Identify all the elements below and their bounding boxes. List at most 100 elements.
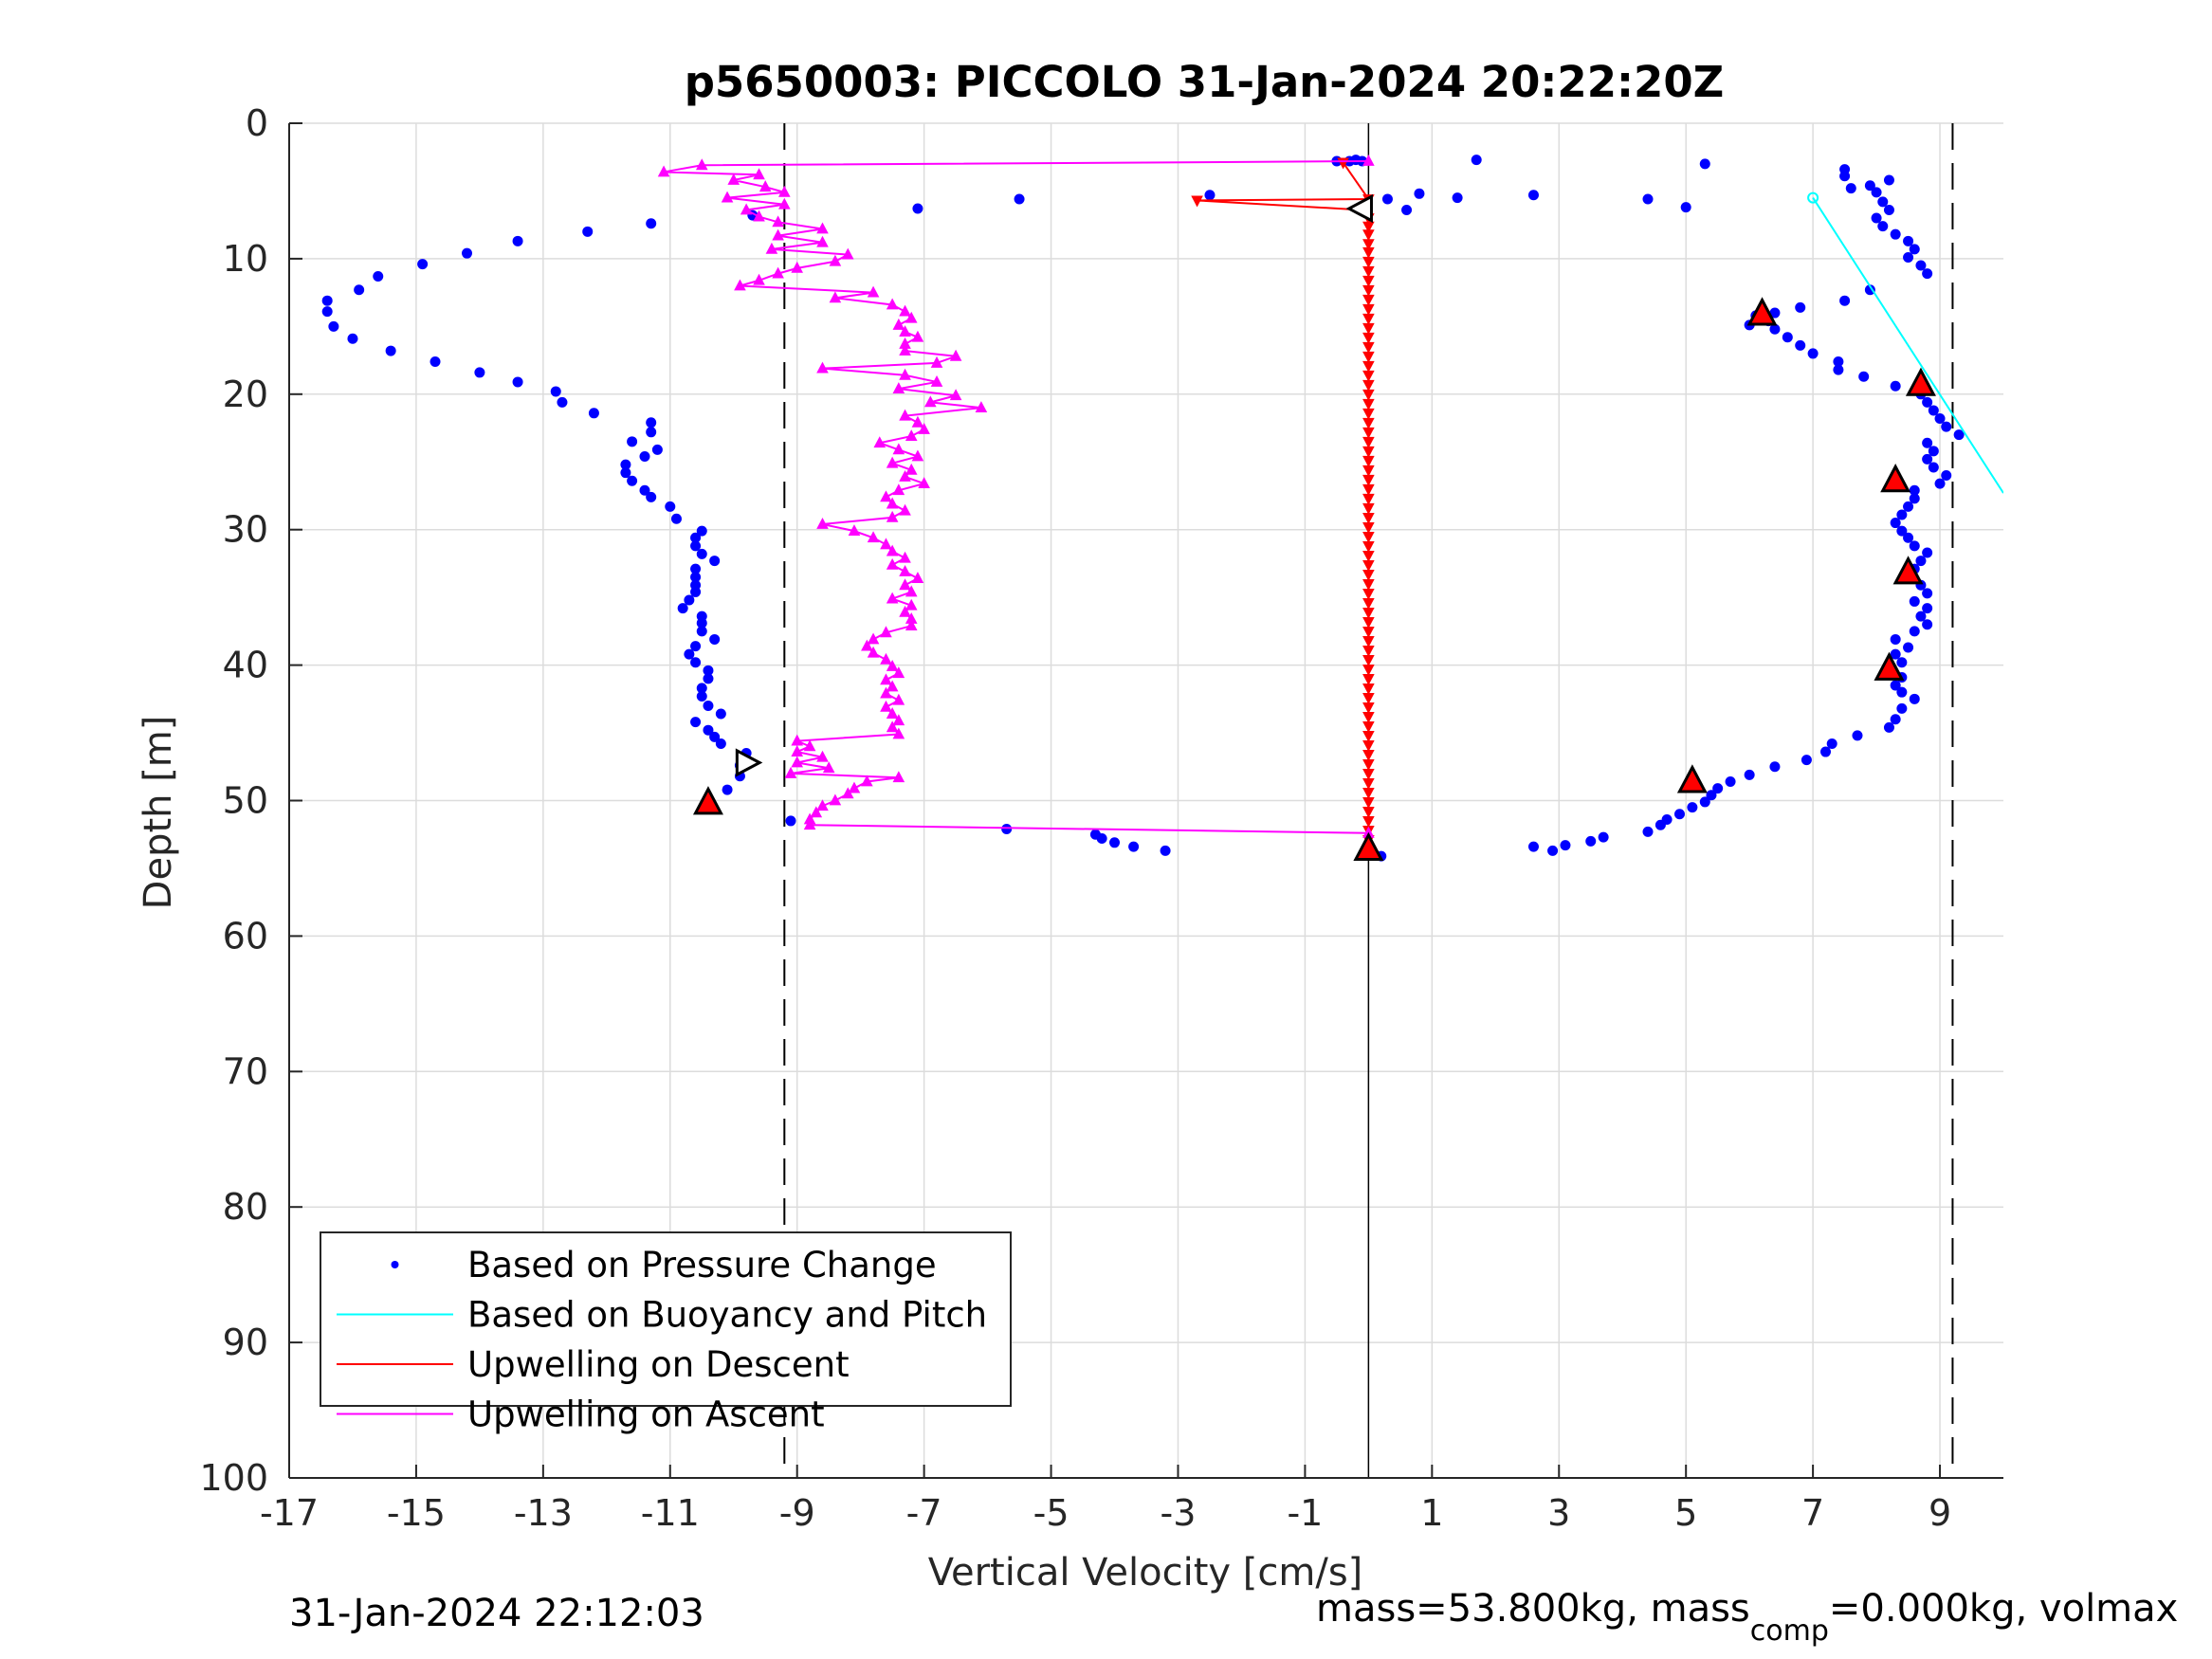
- descent-point: [1362, 446, 1375, 458]
- ascent-point: [753, 273, 765, 285]
- pressure-point: [646, 417, 657, 428]
- ascent-point: [892, 483, 905, 496]
- pressure-point: [1642, 193, 1654, 205]
- pressure-point: [1706, 790, 1717, 801]
- ascent-point: [861, 775, 873, 787]
- x-axis-label: Vertical Velocity [cm/s]: [928, 1551, 1363, 1595]
- pressure-point: [1871, 212, 1882, 224]
- pressure-point: [1744, 769, 1755, 780]
- pressure-point: [1826, 738, 1837, 749]
- descent-point: [1362, 341, 1375, 354]
- descent-point: [1362, 597, 1375, 610]
- ascent-point: [880, 686, 892, 699]
- descent-point: [1362, 712, 1375, 723]
- descent-point: [1362, 408, 1375, 420]
- descent-point: [1362, 427, 1375, 439]
- legend-swatch-pressure: [391, 1261, 399, 1268]
- ascent-point: [930, 356, 943, 368]
- ascent-point: [791, 734, 804, 746]
- ascent-point: [784, 766, 797, 778]
- ascent-point: [1362, 155, 1375, 166]
- ascent-point: [886, 510, 899, 522]
- grid: [288, 122, 2003, 1479]
- x-tick-label: 1: [1420, 1492, 1443, 1534]
- x-tick-label: 7: [1801, 1492, 1824, 1534]
- pressure-point: [1833, 364, 1844, 375]
- pressure-point: [1909, 626, 1920, 637]
- ascent-point: [892, 382, 905, 393]
- pressure-point: [703, 665, 714, 676]
- pressure-point: [1527, 841, 1539, 852]
- ascent-point: [816, 750, 829, 762]
- ascent-point: [886, 660, 899, 671]
- pressure-point: [1941, 470, 1952, 482]
- ascent-point: [899, 605, 911, 617]
- pressure-point: [474, 367, 485, 378]
- descent-point: [1362, 370, 1375, 382]
- ascent-point: [867, 285, 880, 298]
- ascent-point: [892, 666, 905, 679]
- pressure-point: [703, 724, 714, 736]
- descent-point: [1362, 626, 1375, 638]
- pressure-point: [328, 320, 339, 332]
- pressure-point: [1922, 437, 1933, 448]
- ascent-point: [772, 215, 784, 228]
- ascent-point: [829, 254, 842, 266]
- pressure-point: [1890, 680, 1901, 691]
- pressure-point: [1909, 493, 1920, 504]
- ascent-point: [861, 639, 873, 651]
- pressure-point: [1782, 332, 1793, 343]
- pressure-point: [1922, 453, 1933, 465]
- descent-point: [1362, 521, 1375, 534]
- pressure-point: [1673, 809, 1685, 820]
- ascent-point: [791, 756, 804, 768]
- x-tick-label: -7: [906, 1492, 942, 1534]
- x-tick-label: -5: [1033, 1492, 1069, 1534]
- pressure-point: [627, 475, 638, 486]
- pressure-point: [1661, 814, 1673, 826]
- pressure-point: [715, 708, 726, 720]
- ascent-point: [892, 727, 905, 739]
- ascent-point: [880, 538, 892, 550]
- annotation-triangle: [1874, 651, 1905, 681]
- ascent-point: [886, 592, 899, 604]
- ascent-point: [816, 235, 829, 247]
- ascent-point: [924, 395, 937, 408]
- pressure-point: [1890, 648, 1901, 660]
- descent-point: [1362, 275, 1375, 287]
- series-upwelling-on-ascent: [657, 155, 1375, 838]
- descent-point: [1362, 398, 1375, 410]
- pressure-point: [690, 586, 702, 597]
- pressure-point: [1820, 746, 1832, 757]
- descent-point: [1362, 778, 1375, 790]
- pressure-point: [1801, 755, 1812, 766]
- descent-point: [1362, 635, 1375, 647]
- pressure-point: [696, 617, 707, 629]
- x-tick-label: -13: [514, 1492, 573, 1534]
- ascent-point: [727, 173, 740, 185]
- y-tick-label: 90: [223, 1322, 268, 1363]
- ascent-point: [886, 720, 899, 733]
- ascent-point: [867, 646, 880, 658]
- y-tick-label: 20: [223, 374, 268, 415]
- descent-point: [1362, 616, 1375, 629]
- pressure-point: [1864, 284, 1875, 296]
- pressure-point: [1381, 193, 1393, 205]
- ascent-point: [905, 585, 918, 597]
- ascent-point: [899, 337, 911, 349]
- ascent-point: [918, 477, 930, 489]
- x-tick-label: -15: [387, 1492, 446, 1534]
- pressure-point: [696, 548, 707, 559]
- pressure-point: [1896, 702, 1908, 714]
- pressure-point: [1877, 196, 1889, 208]
- descent-point: [1362, 332, 1375, 344]
- descent-point: [1362, 417, 1375, 429]
- pressure-point: [690, 540, 702, 552]
- x-tick-label: -3: [1161, 1492, 1197, 1534]
- pressure-point: [1527, 190, 1539, 201]
- ascent-point: [949, 349, 962, 361]
- pressure-point: [354, 284, 365, 296]
- pressure-point: [1109, 837, 1121, 848]
- ascent-point: [791, 261, 804, 273]
- pressure-point: [1839, 164, 1851, 175]
